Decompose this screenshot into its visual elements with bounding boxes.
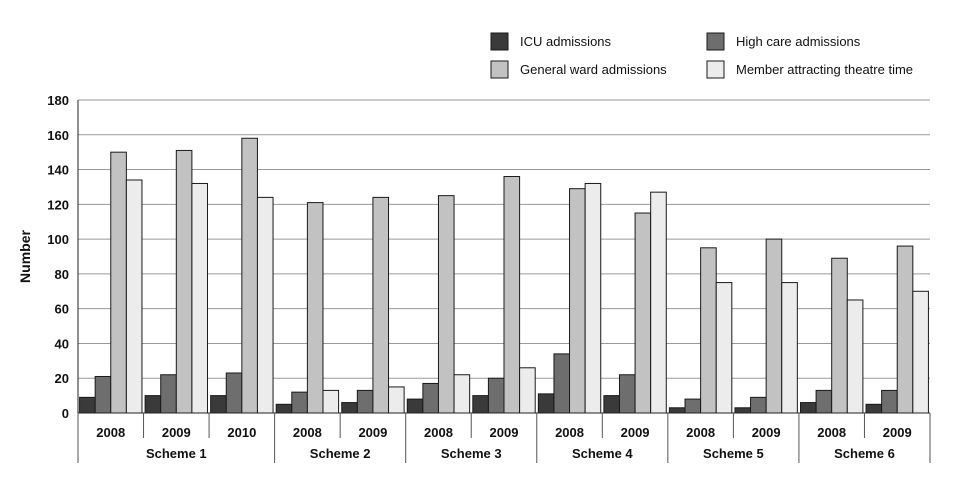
y-tick-label: 140 xyxy=(47,163,69,178)
bars xyxy=(79,137,929,414)
bar xyxy=(291,391,308,414)
y-tick-label: 40 xyxy=(55,336,69,351)
legend-swatch xyxy=(706,32,725,51)
legend-label: High care admissions xyxy=(736,34,861,49)
group-label: Scheme 6 xyxy=(834,446,895,461)
bar xyxy=(846,299,864,414)
bar xyxy=(144,395,162,414)
bar xyxy=(865,403,883,414)
bar xyxy=(912,290,929,414)
bar xyxy=(79,396,96,414)
bar xyxy=(437,195,455,414)
bar xyxy=(881,389,898,414)
bar xyxy=(700,247,717,414)
legend-swatch xyxy=(490,60,509,79)
x-tick-label: 2010 xyxy=(227,425,256,440)
bar xyxy=(519,367,536,414)
x-tick-label: 2009 xyxy=(883,425,912,440)
bar xyxy=(553,353,571,414)
bar xyxy=(388,386,405,414)
bar xyxy=(896,245,914,414)
bar xyxy=(668,407,686,414)
bar xyxy=(603,395,620,414)
y-tick-label: 120 xyxy=(47,197,69,212)
bar xyxy=(356,389,374,414)
legend-swatch xyxy=(490,32,509,51)
x-tick-label: 2008 xyxy=(424,425,453,440)
bar xyxy=(618,374,636,414)
bar xyxy=(453,374,471,414)
bar xyxy=(175,149,193,414)
bar xyxy=(422,382,439,414)
bar xyxy=(275,403,293,414)
group-label: Scheme 4 xyxy=(572,446,633,461)
x-tick-label: 2009 xyxy=(162,425,191,440)
y-tick-label: 80 xyxy=(55,267,69,282)
bar xyxy=(160,374,177,414)
x-tick-label: 2008 xyxy=(686,425,715,440)
bar xyxy=(503,176,521,414)
bar xyxy=(684,398,702,414)
bar xyxy=(94,375,112,414)
legend: ICU admissions High care admissions Genera… xyxy=(490,32,913,79)
bar xyxy=(799,402,817,414)
bar xyxy=(125,179,143,414)
bar xyxy=(650,191,667,414)
bar xyxy=(241,137,258,414)
bar xyxy=(210,395,227,414)
y-tick-label: 0 xyxy=(62,406,69,421)
bar xyxy=(110,151,127,414)
group-label: Scheme 3 xyxy=(441,446,502,461)
group-label: Scheme 5 xyxy=(703,446,764,461)
x-tick-label: 2009 xyxy=(621,425,650,440)
bar xyxy=(487,377,505,414)
bar xyxy=(406,398,424,414)
y-tick-labels: 0 20 40 60 80 100 120 140 160 180 xyxy=(47,93,69,421)
bar xyxy=(831,257,848,414)
x-tick-label: 2008 xyxy=(96,425,125,440)
bar xyxy=(765,238,783,414)
bar xyxy=(472,395,489,414)
y-tick-label: 180 xyxy=(47,93,69,108)
y-axis-title: Number xyxy=(17,230,33,283)
axes xyxy=(77,100,931,463)
x-tick-label: 2008 xyxy=(817,425,846,440)
bar xyxy=(537,393,555,414)
bar xyxy=(372,196,390,414)
x-tick-label: 2009 xyxy=(752,425,781,440)
bar xyxy=(306,202,324,414)
x-tick-label: 2009 xyxy=(358,425,387,440)
legend-label: ICU admissions xyxy=(520,34,612,49)
bar xyxy=(750,396,767,414)
legend-label: General ward admissions xyxy=(520,62,667,77)
x-tick-label: 2008 xyxy=(555,425,584,440)
legend-swatch xyxy=(706,60,725,79)
group-label: Scheme 2 xyxy=(310,446,371,461)
y-tick-label: 100 xyxy=(47,232,69,247)
bar xyxy=(781,282,798,414)
bar xyxy=(256,196,274,414)
bar xyxy=(569,188,586,414)
bar xyxy=(191,182,209,414)
legend-label: Member attracting theatre time xyxy=(736,62,913,77)
bar xyxy=(815,389,833,414)
x-tick-labels: 2008 2009 2010 2008 2009 2008 2009 2008 2009 2008… xyxy=(96,425,911,461)
y-tick-label: 160 xyxy=(47,128,69,143)
y-tick-label: 20 xyxy=(55,371,69,386)
group-label: Scheme 1 xyxy=(146,446,207,461)
x-tick-label: 2008 xyxy=(293,425,322,440)
bar xyxy=(734,407,752,414)
bar xyxy=(634,212,652,414)
bar xyxy=(715,282,733,414)
bar xyxy=(341,402,358,414)
x-tick-label: 2009 xyxy=(490,425,519,440)
bar xyxy=(322,389,340,414)
bar xyxy=(225,372,243,414)
bar xyxy=(584,182,602,414)
y-tick-label: 60 xyxy=(55,302,69,317)
